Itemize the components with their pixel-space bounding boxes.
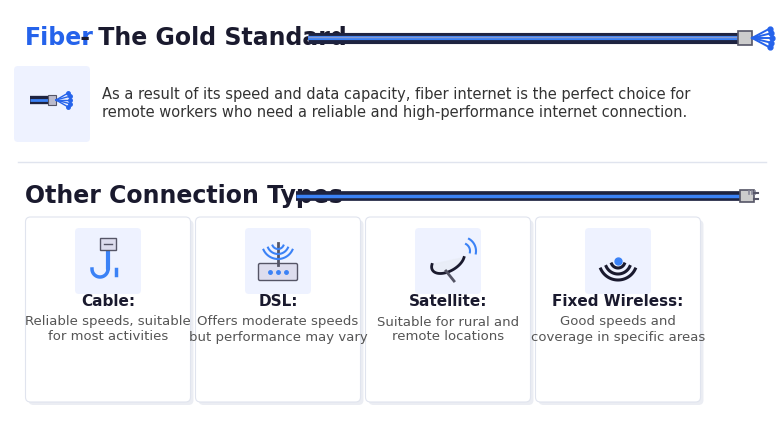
Text: Offers moderate speeds: Offers moderate speeds [198, 316, 358, 328]
FancyBboxPatch shape [368, 220, 533, 405]
Text: DSL:: DSL: [258, 294, 298, 309]
FancyBboxPatch shape [26, 217, 191, 402]
FancyBboxPatch shape [539, 220, 703, 405]
FancyBboxPatch shape [48, 95, 56, 105]
Text: Cable:: Cable: [81, 294, 135, 309]
FancyBboxPatch shape [28, 220, 194, 405]
FancyBboxPatch shape [415, 228, 481, 294]
FancyBboxPatch shape [75, 228, 141, 294]
FancyBboxPatch shape [198, 220, 364, 405]
Polygon shape [432, 258, 464, 274]
Text: As a result of its speed and data capacity, fiber internet is the perfect choice: As a result of its speed and data capaci… [102, 87, 691, 102]
Text: Suitable for rural and: Suitable for rural and [377, 316, 519, 328]
Text: remote locations: remote locations [392, 331, 504, 343]
FancyBboxPatch shape [245, 228, 311, 294]
FancyBboxPatch shape [195, 217, 361, 402]
Text: Good speeds and: Good speeds and [560, 316, 676, 328]
Text: Fiber: Fiber [25, 26, 94, 50]
Text: remote workers who need a reliable and high-performance internet connection.: remote workers who need a reliable and h… [102, 104, 688, 119]
Text: - The Gold Standard: - The Gold Standard [72, 26, 347, 50]
FancyBboxPatch shape [740, 190, 754, 202]
Text: Satellite:: Satellite: [408, 294, 487, 309]
FancyBboxPatch shape [14, 66, 90, 142]
FancyBboxPatch shape [585, 228, 651, 294]
Text: coverage in specific areas: coverage in specific areas [531, 331, 705, 343]
FancyBboxPatch shape [738, 31, 752, 45]
FancyBboxPatch shape [259, 263, 297, 281]
Text: but performance may vary: but performance may vary [189, 331, 368, 343]
FancyBboxPatch shape [535, 217, 700, 402]
FancyBboxPatch shape [100, 238, 116, 250]
FancyBboxPatch shape [365, 217, 531, 402]
Text: Fixed Wireless:: Fixed Wireless: [552, 294, 684, 309]
Text: Other Connection Types: Other Connection Types [25, 184, 343, 208]
Text: Reliable speeds, suitable: Reliable speeds, suitable [25, 316, 191, 328]
Text: for most activities: for most activities [48, 331, 168, 343]
